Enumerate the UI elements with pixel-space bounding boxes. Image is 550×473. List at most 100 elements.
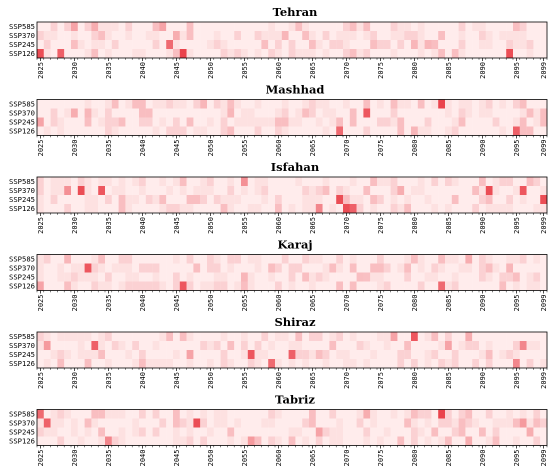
heat-cell: [445, 186, 452, 195]
heat-cell: [499, 22, 507, 31]
heat-cell: [343, 40, 350, 49]
heat-cell: [227, 186, 235, 195]
heat-cell: [329, 359, 337, 368]
heat-cell: [57, 177, 65, 186]
heat-cell: [207, 40, 214, 49]
heat-cell: [349, 350, 357, 359]
heat-cell: [268, 332, 276, 341]
heat-cell: [173, 204, 180, 213]
heat-cell: [309, 31, 316, 40]
heat-cell: [179, 117, 187, 127]
heat-cell: [261, 341, 269, 350]
heat-cell: [370, 341, 378, 350]
heat-cell: [159, 195, 167, 204]
heat-cell: [370, 186, 378, 195]
heat-cell: [336, 254, 344, 264]
heat-cell: [200, 263, 208, 273]
heat-cell: [91, 31, 99, 40]
heat-cell: [43, 126, 51, 136]
heat-cell: [173, 418, 180, 428]
heat-cell: [91, 436, 99, 446]
heat-cell: [349, 195, 357, 204]
heat-cell: [404, 177, 412, 186]
heat-cell: [451, 350, 459, 359]
heat-cell: [322, 427, 330, 437]
heat-cell: [424, 272, 432, 282]
heat-cell: [159, 31, 167, 40]
heat-cell: [186, 436, 194, 446]
heat-cell: [424, 427, 432, 437]
heat-cell: [145, 195, 153, 204]
panel-title: Karaj: [277, 238, 312, 252]
heat-cell: [132, 195, 140, 204]
x-tick-label: 2090: [479, 295, 487, 312]
heat-cell: [370, 427, 378, 437]
heat-cell: [315, 427, 323, 437]
heat-cell: [417, 186, 425, 195]
heat-cell: [98, 204, 106, 213]
heat-cell: [343, 263, 350, 273]
heat-cell: [309, 281, 316, 291]
heat-cell: [234, 49, 242, 58]
heat-cell: [261, 418, 269, 428]
heat-cell: [417, 418, 425, 428]
heat-cell: [322, 99, 330, 109]
heat-cell: [526, 31, 534, 40]
heat-cell: [438, 186, 446, 195]
heat-cell: [492, 254, 500, 264]
heat-cell: [179, 359, 187, 368]
heat-cell: [254, 272, 262, 282]
heat-cell: [506, 427, 514, 437]
heat-cell: [343, 99, 350, 109]
heat-cell: [173, 117, 180, 127]
heat-cell: [111, 31, 119, 40]
heat-cell: [513, 31, 520, 40]
heat-cell: [200, 418, 208, 428]
heat-cell: [322, 332, 330, 341]
heat-cell: [200, 195, 208, 204]
heat-cell: [397, 117, 405, 127]
heat-cell: [152, 436, 160, 446]
heat-cell: [445, 427, 452, 437]
heat-cell: [295, 263, 303, 273]
heat-cell: [281, 186, 289, 195]
heat-cell: [370, 350, 378, 359]
x-tick-label: 2090: [479, 140, 487, 157]
heat-cell: [98, 254, 106, 264]
heat-cell: [349, 263, 357, 273]
heat-cell: [166, 40, 174, 49]
x-tick-label: 2095: [513, 62, 521, 79]
heat-cell: [506, 418, 514, 428]
heat-cell: [356, 436, 364, 446]
heat-cell: [220, 108, 228, 118]
heat-cell: [383, 204, 391, 213]
heat-cell: [499, 332, 507, 341]
heat-cell: [445, 177, 452, 186]
x-tick-label: 2050: [207, 450, 215, 467]
heat-cell: [77, 359, 85, 368]
heat-cell: [173, 332, 180, 341]
heat-cell: [492, 350, 500, 359]
heat-cell: [105, 263, 112, 273]
heat-cell: [492, 204, 500, 213]
heat-cell: [50, 350, 58, 359]
x-tick-label: 2065: [309, 140, 317, 157]
heat-cell: [98, 418, 106, 428]
heat-cell: [37, 254, 44, 264]
heat-cell: [519, 332, 527, 341]
heat-cell: [125, 108, 133, 118]
heat-cell: [139, 272, 146, 282]
heat-cell: [404, 22, 412, 31]
heat-cell: [356, 117, 364, 127]
heat-cell: [404, 49, 412, 58]
heat-cell: [84, 418, 92, 428]
heat-cell: [485, 436, 493, 446]
heat-cell: [166, 108, 174, 118]
heat-cell: [57, 195, 65, 204]
heat-cell: [397, 436, 405, 446]
heat-cell: [207, 22, 214, 31]
heat-cell: [295, 418, 303, 428]
heat-cell: [254, 263, 262, 273]
heat-cell: [417, 436, 425, 446]
heat-cell: [526, 427, 534, 437]
